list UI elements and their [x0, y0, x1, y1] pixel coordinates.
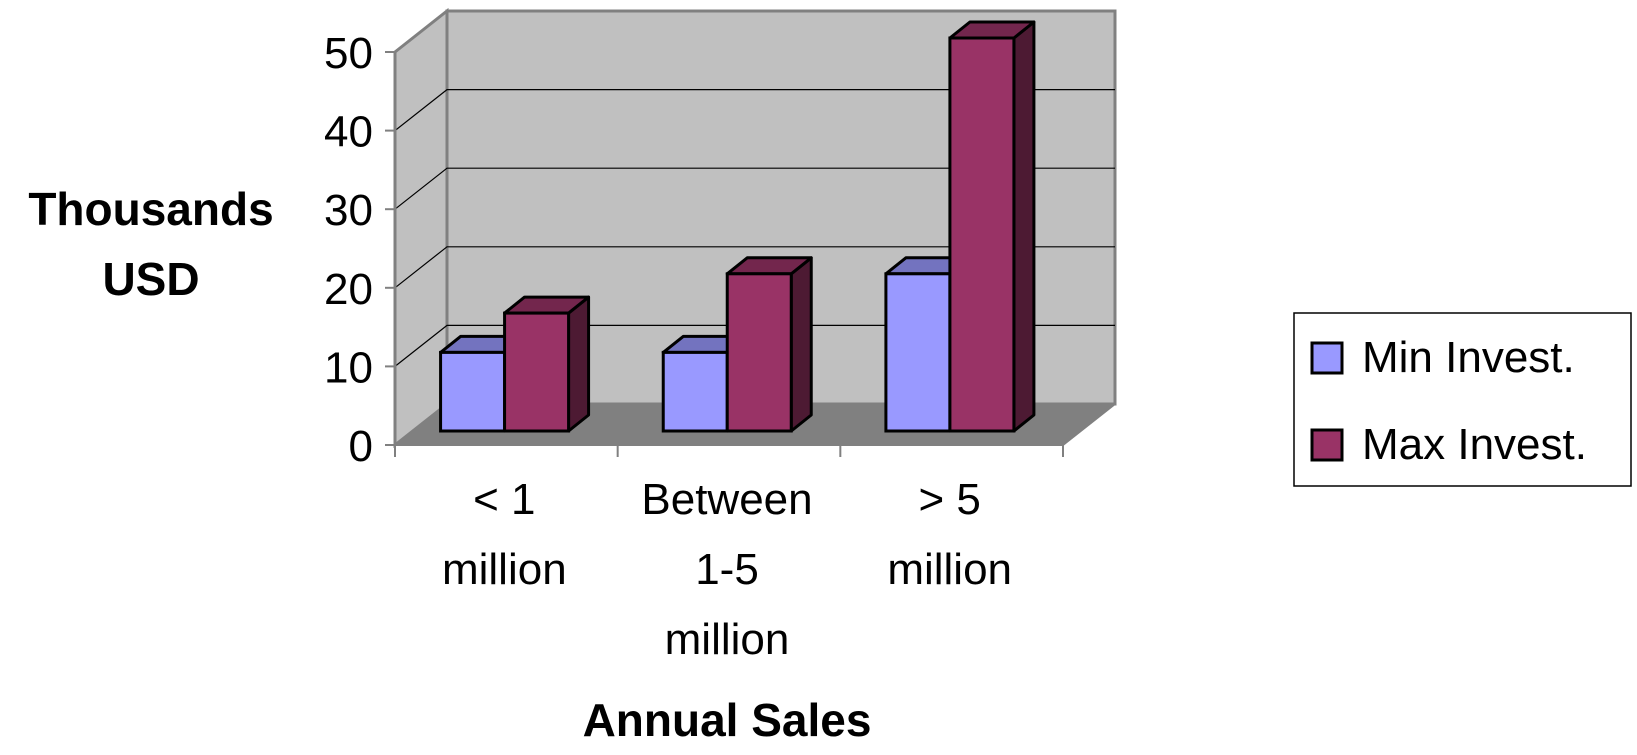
y-tick-label: 20	[324, 265, 373, 314]
bar-front-face	[439, 350, 507, 433]
bars	[439, 20, 1036, 433]
legend-label-min: Min Invest.	[1362, 333, 1575, 382]
bar-max-1	[725, 256, 813, 433]
x-category-label: > 5 million	[887, 475, 1012, 594]
y-axis-title: Thousands USD	[28, 183, 273, 305]
y-tick-label: 30	[324, 186, 373, 235]
legend-swatch-min	[1310, 341, 1344, 375]
x-category-label: Between 1-5 million	[641, 475, 812, 664]
gridline	[394, 246, 1115, 289]
y-tick-label: 10	[324, 343, 373, 392]
bar-front-face	[948, 36, 1016, 433]
x-axis-title: Annual Sales	[583, 694, 872, 746]
x-category-label-line: 1-5	[695, 545, 759, 594]
bar-max-2	[948, 20, 1036, 433]
y-tick-labels: 0 10 20 30 40 50	[324, 29, 373, 471]
gridline	[394, 88, 1115, 132]
y-tick-label: 40	[324, 108, 373, 157]
bar-front-face	[661, 350, 729, 433]
legend: Min Invest. Max Invest.	[1293, 312, 1632, 487]
x-category-label-line: Between	[641, 475, 812, 524]
legend-box	[1293, 312, 1632, 487]
bar-side-face	[789, 256, 813, 433]
floor-edge	[1062, 403, 1116, 446]
bar-side-face	[567, 295, 591, 433]
y-tick-label: 0	[349, 422, 373, 471]
x-category-label-line: < 1	[473, 475, 535, 524]
x-category-label-line: > 5	[918, 475, 980, 524]
y-axis-title-line: Thousands	[28, 183, 273, 235]
bar-max-0	[503, 295, 591, 433]
bar-front-face	[725, 272, 793, 433]
y-tick-label: 50	[324, 29, 373, 78]
y-axis-title-line: USD	[102, 253, 199, 305]
legend-swatch-max	[1310, 428, 1344, 462]
x-category-labels: < 1 million Between 1-5 million > 5 million	[442, 475, 1012, 664]
x-category-label-line: million	[665, 615, 790, 664]
legend-label-max: Max Invest.	[1362, 420, 1587, 469]
x-category-label-line: million	[442, 545, 567, 594]
x-category-label: < 1 million	[442, 475, 567, 594]
x-category-label-line: million	[887, 545, 1012, 594]
gridline	[394, 167, 1115, 210]
bar-side-face	[1012, 20, 1036, 433]
axes	[385, 51, 1116, 457]
bar-front-face	[503, 311, 571, 433]
bar-front-face	[884, 272, 952, 433]
